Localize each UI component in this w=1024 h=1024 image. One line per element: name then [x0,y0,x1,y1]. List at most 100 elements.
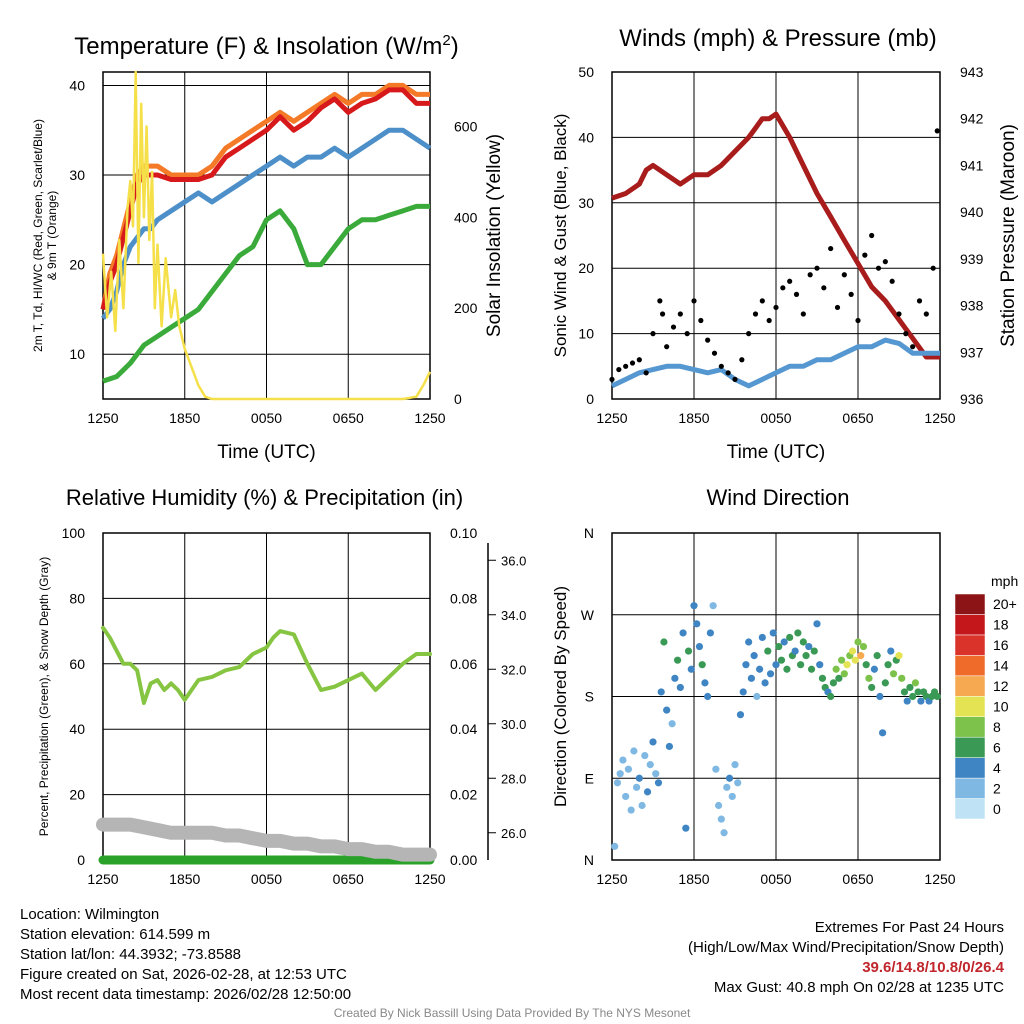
direction-point [712,765,720,773]
direction-point [868,683,876,692]
humidity-chart: Relative Humidity (%) & Precipitation (i… [37,485,526,887]
direction-point [807,665,816,673]
gust-point [773,304,779,311]
gust-point [725,370,731,376]
direction-point [911,679,920,687]
direction-point [622,792,630,801]
extremes-title: Extremes For Past 24 Hours [814,919,1004,936]
temp-y-tick-label: 10 [69,346,85,362]
rh-right-tick-label: 0.06 [450,656,477,672]
direction-point [862,661,870,669]
direction-point [813,620,821,628]
direction-point [753,692,761,701]
direction-point [838,656,846,664]
gust-point [882,259,888,265]
gust-point [766,317,772,324]
dir-x-tick-label: 1250 [596,871,627,887]
direction-point [709,602,717,610]
direction-point [635,774,643,782]
dir-x-tick-label: 1850 [678,871,709,887]
direction-point [829,679,838,687]
temp-x-tick-label: 1850 [169,410,200,426]
temp-x-tick-label: 1250 [414,410,445,426]
direction-point [835,674,843,682]
station-info: Location: Wilmington Station elevation: … [20,905,351,1005]
gust-point [629,360,636,366]
direction-point [870,665,879,673]
direction-point [818,674,827,682]
direction-point [881,679,889,687]
wind-right-tick-label: 940 [960,204,984,220]
temp-x-tick-label: 0650 [333,410,364,426]
direction-point [848,647,857,655]
gust-point [834,304,841,311]
rh-y-tick-label: 40 [69,721,85,737]
gust-point [705,337,711,343]
direction-point [900,688,909,696]
legend-swatch [954,634,986,656]
gust-point [814,265,820,271]
legend-swatch [954,614,986,636]
wind-right-tick-label: 936 [960,391,984,407]
direction-point [889,670,898,678]
gust-point [711,350,718,356]
dir-x-tick-label: 0050 [760,871,791,887]
rh-right-tick-label: 0.02 [450,787,477,803]
legend-label: 16 [993,637,1009,653]
rh-chart-title: Relative Humidity (%) & Precipitation (i… [66,485,463,510]
snow-axis-tick-label: 36.0 [501,553,526,568]
legend-label: 4 [993,760,1001,776]
rh-right-tick-label: 0.08 [450,590,477,606]
wind-x-tick-label: 1850 [678,410,709,426]
wind-y-tick-label: 20 [578,260,594,276]
rh-y-tick-label: 80 [69,590,85,606]
wind-x-tick-label: 0050 [760,410,791,426]
direction-point [668,720,676,728]
snow-axis-tick-label: 34.0 [501,608,526,623]
wind-right-tick-label: 941 [960,157,984,173]
legend-label: 6 [993,739,1001,755]
wind-right-tick-label: 943 [960,64,984,80]
temp-y-axis-label-2: & 9m T (Orange) [45,191,59,281]
rh-series-snow-depth [96,817,437,862]
wind-x-tick-label: 1250 [924,410,955,426]
gust-point [855,317,861,324]
direction-point [663,706,671,714]
temp-right-tick-label: 0 [454,391,462,407]
gust-point [691,298,697,304]
gust-point [889,278,895,284]
direction-point [802,652,810,660]
direction-point [854,638,862,646]
direction-point [917,697,925,705]
rh-y-tick-label: 20 [69,787,85,803]
rh-right-tick-label: 0.00 [450,852,477,868]
wind-right-axis-label: Station Pressure (Maroon) [998,124,1019,347]
temp-y-tick-label: 40 [69,77,85,93]
rh-right-tick-label: 0.10 [450,525,477,541]
gust-point [934,128,940,134]
gust-point [752,311,759,317]
gust-point [862,252,868,258]
gust-point [903,331,909,337]
direction-point [810,647,818,655]
legend-label: 18 [993,617,1009,633]
gust-point [759,298,765,304]
direction-point [646,761,654,769]
rh-x-tick-label: 0050 [251,871,282,887]
legend-label: 12 [993,678,1009,694]
direction-point [865,674,873,682]
direction-point [728,792,736,801]
gust-point [828,245,834,252]
wind-right-tick-label: 937 [960,344,984,360]
wind-right-tick-label: 942 [960,111,984,127]
gust-point [718,363,724,369]
direction-point [674,656,682,664]
direction-point [704,692,712,701]
dir-y-tick-label: N [584,852,594,868]
wind-series-station-pressure [611,111,940,360]
legend-swatch [954,675,986,697]
direction-point [736,711,745,719]
direction-point [611,842,619,850]
direction-point [794,629,802,637]
